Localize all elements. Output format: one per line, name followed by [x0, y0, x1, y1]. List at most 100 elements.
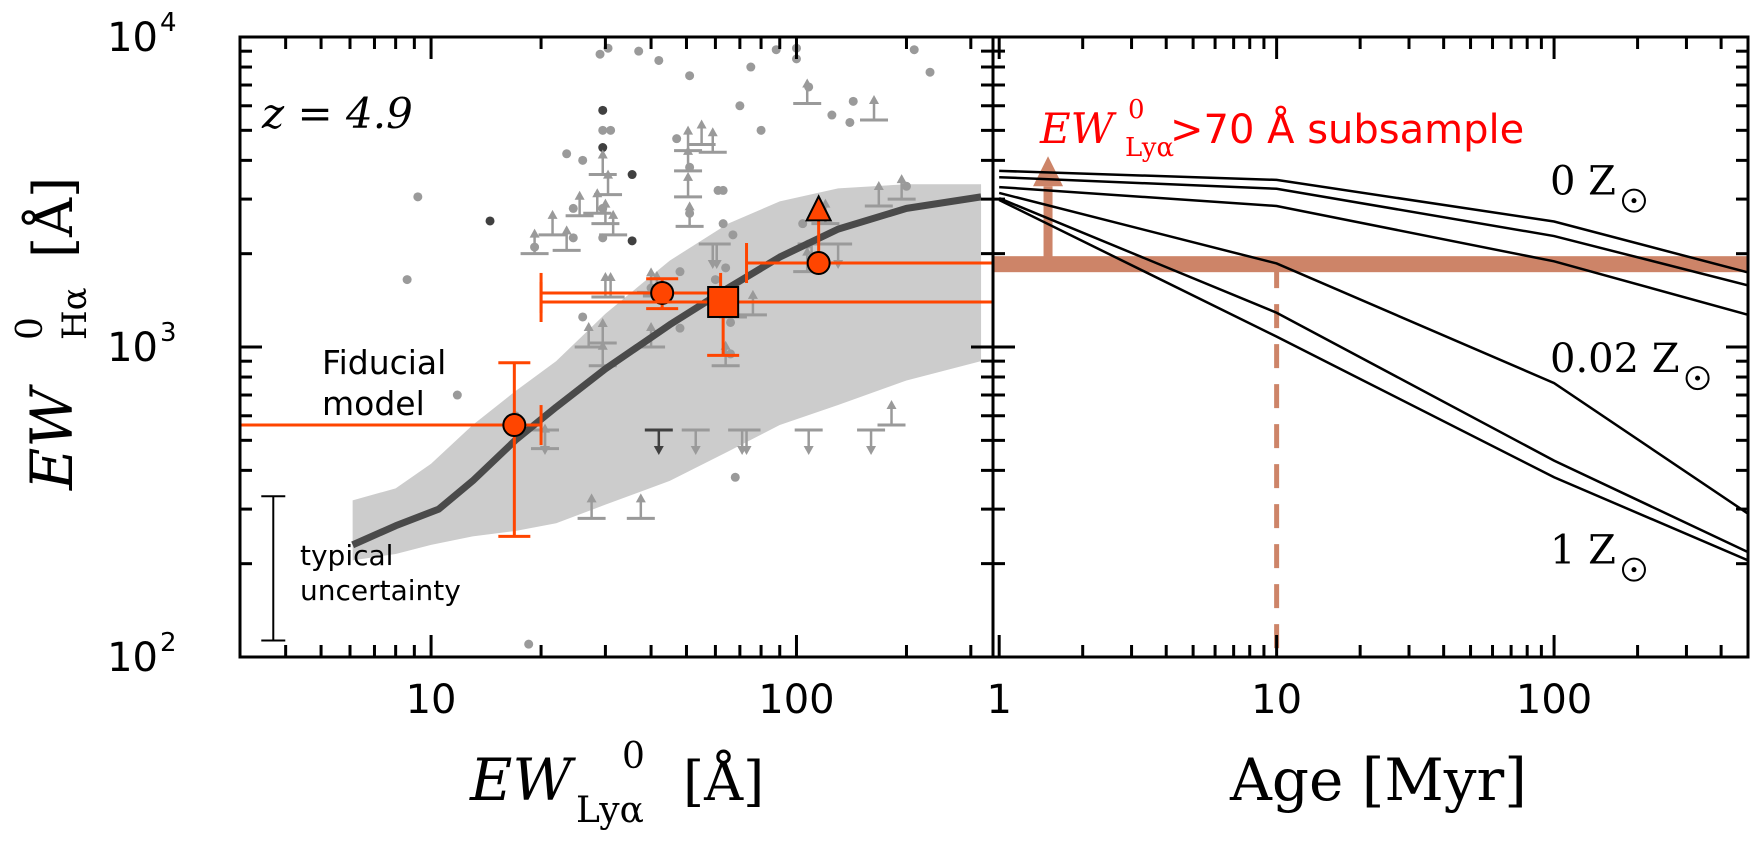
arrow-up-icon: [696, 119, 707, 129]
circle-marker: [650, 280, 675, 305]
arrow-down-icon: [711, 259, 722, 269]
arrow-up-icon: [707, 127, 718, 137]
model-track-line: [999, 169, 1748, 274]
lower-limit-marker: [860, 94, 889, 122]
arrow-up-icon: [646, 267, 657, 277]
arrow-up-icon: [646, 322, 657, 331]
arrow-up-icon: [597, 340, 608, 350]
arrow-up-icon: [802, 78, 813, 88]
scatter-point: [845, 117, 855, 127]
scatter-point: [568, 203, 578, 213]
lower-limit-marker: [738, 289, 767, 317]
lower-limit-marker: [577, 493, 606, 520]
scatter-point: [524, 639, 534, 649]
lower-limit-marker: [565, 190, 594, 218]
highlighted-point: [240, 361, 543, 538]
lower-limit-marker: [626, 493, 655, 520]
fiducial-model-line: [351, 193, 982, 549]
model-track-line: [998, 198, 1748, 562]
upper-limit-marker: [857, 428, 886, 455]
x-tick-label: 10: [1251, 677, 1302, 723]
scatter-point: [721, 263, 731, 273]
scatter-point: [901, 181, 911, 191]
arrow-up-icon: [603, 169, 614, 179]
scatter-point: [726, 317, 736, 327]
arrow-down-icon: [653, 445, 664, 455]
x-axis-title-sup: 0: [622, 736, 645, 777]
x-tick-label: 1: [986, 677, 1011, 723]
highlighted-point: [745, 194, 993, 284]
arrow-up-icon: [597, 149, 608, 159]
solar-symbol-dot: [1631, 198, 1637, 204]
arrow-down-icon: [741, 445, 752, 455]
scatter-point: [402, 275, 412, 285]
scatter-point: [718, 185, 728, 195]
lower-limit-marker: [538, 209, 567, 237]
solar-symbol-icon: [1621, 188, 1646, 213]
arrow-up-icon: [869, 94, 880, 104]
scatter-point: [595, 49, 605, 59]
solar-symbol-dot: [1631, 567, 1637, 573]
arrow-up-icon: [873, 180, 884, 190]
scatter-point: [728, 230, 738, 240]
scatter-point: [578, 312, 588, 322]
scatter-point: [627, 236, 637, 246]
solar-symbol-icon: [1685, 366, 1710, 391]
scatter-point: [568, 233, 578, 243]
lower-limit-marker: [675, 201, 704, 228]
lower-limit-marker: [674, 145, 703, 173]
lower-limit-marker: [588, 149, 617, 177]
y-axis-title: EW 0 Hα [Å]: [10, 177, 95, 491]
scatter-point: [798, 219, 808, 229]
scatter-point: [634, 46, 644, 56]
arrow-up-icon: [574, 190, 585, 200]
arrow-up-icon: [747, 289, 758, 299]
subsample-label-rest: >70 Å subsample: [1170, 105, 1524, 153]
scatter-point: [413, 192, 423, 202]
scatter-point: [562, 149, 572, 159]
arrow-up-icon: [683, 145, 694, 155]
lower-limit-marker: [887, 174, 916, 201]
solar-symbol-icon: [1621, 557, 1646, 582]
arrow-up-icon: [561, 225, 572, 235]
square-marker: [707, 285, 740, 318]
scatter-point: [827, 110, 837, 120]
scatter-point: [598, 143, 608, 153]
y-tick-label-exponent: 4: [160, 8, 177, 38]
scatter-point: [730, 472, 740, 482]
scatter-point: [485, 216, 495, 226]
arrow-up-icon: [683, 171, 694, 181]
subsample-horizontal-band: [993, 256, 1748, 273]
arrow-up-icon: [583, 322, 594, 331]
arrow-up-icon: [802, 246, 813, 256]
arrow-up-icon: [586, 493, 597, 503]
uncertainty-label-line-2: uncertainty: [300, 574, 461, 607]
typical-uncertainty-bar: [261, 495, 286, 642]
arrow-up-icon: [597, 318, 608, 328]
subsample-label-main: EW: [1039, 104, 1118, 153]
arrow-up-icon: [608, 209, 619, 219]
lower-limit-marker: [698, 127, 727, 154]
scatter-point: [746, 62, 756, 72]
subsample-band: [993, 156, 1748, 657]
lower-limit-marker: [687, 119, 716, 147]
arrow-down-icon: [803, 445, 814, 455]
solar-symbol-dot: [1695, 375, 1701, 381]
lower-limit-marker: [594, 169, 623, 197]
arrow-up-icon: [600, 198, 611, 208]
y-axis-title-sub: Hα: [55, 287, 95, 340]
upper-limit-marker: [681, 428, 710, 455]
fiducial-curve: [351, 193, 982, 549]
metallicity-label: 0 Z: [1550, 159, 1616, 205]
arrow-up-icon: [635, 493, 646, 503]
metallicity-labels: 0 Z 0.02 Z 1 Z: [1550, 159, 1710, 582]
y-axis-title-unit: [Å]: [20, 177, 85, 258]
lower-limit-marker: [588, 318, 617, 345]
x-tick-label: 10: [406, 677, 457, 723]
arrow-up-icon: [896, 174, 907, 184]
x-axis-title-sub: Lyα: [576, 790, 644, 831]
lower-limit-marker: [877, 400, 906, 427]
subsample-label: EW 0 Lyα >70 Å subsample: [1039, 95, 1524, 163]
